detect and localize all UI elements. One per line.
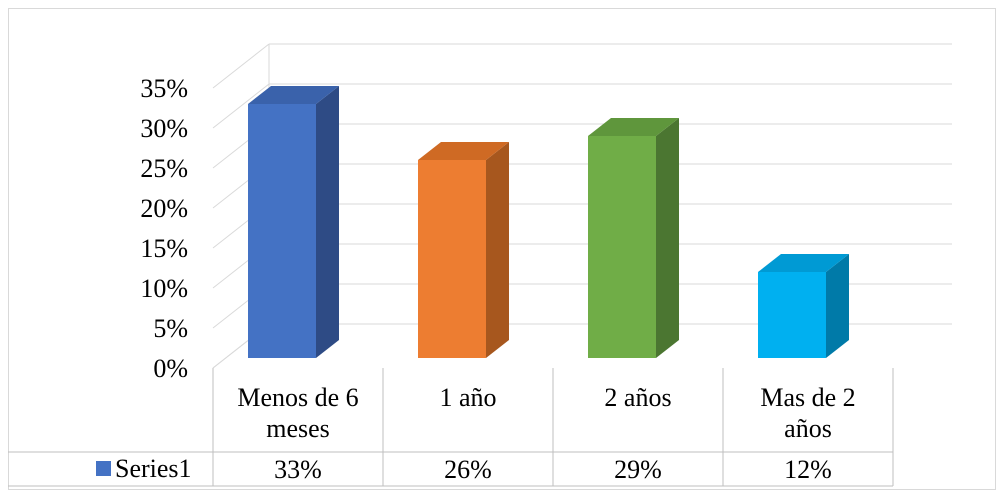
y-tick-label: 5%	[153, 314, 188, 343]
y-tick-label: 10%	[140, 274, 188, 303]
category-label: Menos de 6 meses	[237, 383, 358, 443]
legend-key-series1	[96, 461, 111, 476]
bar-side	[656, 118, 679, 358]
bar-group	[418, 142, 509, 358]
y-tick-label: 0%	[153, 354, 188, 383]
bar-top	[248, 86, 339, 104]
table-value-cell: 26%	[444, 455, 492, 484]
table-value-cell: 12%	[784, 455, 832, 484]
y-tick-label: 35%	[140, 74, 188, 103]
y-tick-label: 25%	[140, 154, 188, 183]
bar-front	[418, 160, 486, 358]
category-label: 1 año	[439, 383, 496, 412]
legend-series-name: Series1	[115, 454, 192, 483]
category-label: 2 años	[604, 383, 671, 412]
table-value-cell: 29%	[614, 455, 662, 484]
bar-side	[826, 254, 849, 358]
bar-front	[588, 136, 656, 358]
table-value-cell: 33%	[274, 455, 322, 484]
bar-side	[486, 142, 509, 358]
y-tick-label: 30%	[140, 114, 188, 143]
bar-top	[588, 118, 679, 136]
bar-front	[758, 272, 826, 358]
gridline-side	[212, 83, 270, 129]
bar-top	[758, 254, 849, 272]
bar-side	[316, 86, 339, 358]
bar-front	[248, 104, 316, 358]
bar-top	[418, 142, 509, 160]
category-label: Mas de 2 años	[760, 383, 855, 443]
y-axis: 0% 5% 10% 15% 20% 25% 30% 35%	[140, 74, 188, 383]
gridline-side	[212, 43, 270, 89]
bars	[248, 86, 849, 358]
bar-group	[758, 254, 849, 358]
data-table: Menos de 6 meses 1 año 2 años Mas de 2 años Se…	[8, 368, 894, 487]
bar-group	[248, 86, 339, 358]
bar-group	[588, 118, 679, 358]
y-tick-label: 15%	[140, 234, 188, 263]
y-tick-label: 20%	[140, 194, 188, 223]
